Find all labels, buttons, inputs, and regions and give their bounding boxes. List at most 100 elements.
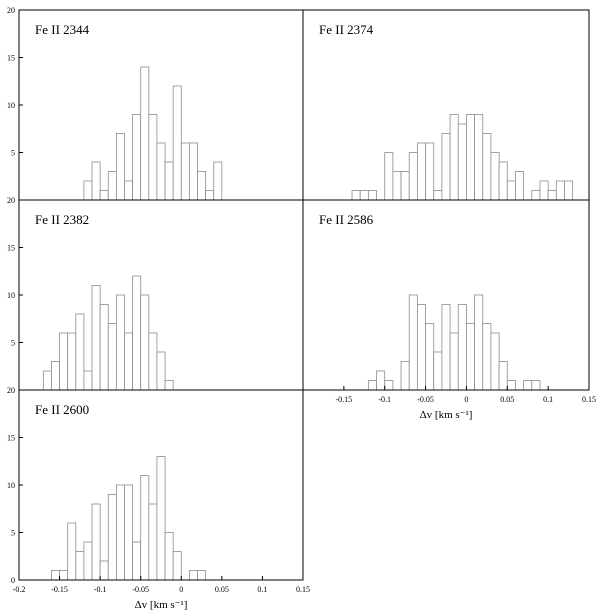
bar xyxy=(124,180,134,201)
bar xyxy=(115,484,125,581)
y-tick-label: 10 xyxy=(7,481,15,490)
x-tick-label: -0.2 xyxy=(13,585,26,594)
bar xyxy=(83,370,93,391)
x-tick-label: 0.15 xyxy=(296,585,310,594)
bar xyxy=(132,114,142,201)
bar xyxy=(75,313,85,391)
bar xyxy=(107,171,117,201)
bar xyxy=(83,180,93,201)
panel-title: Fe II 2586 xyxy=(319,212,374,227)
bar xyxy=(482,133,492,201)
bar xyxy=(482,323,492,391)
bar xyxy=(449,332,459,391)
bar xyxy=(197,171,207,201)
x-tick-label: 0.15 xyxy=(582,395,596,404)
x-tick-label: -0.15 xyxy=(336,395,353,404)
bar xyxy=(441,133,451,201)
bar xyxy=(51,570,60,581)
panel-frame xyxy=(302,199,590,391)
bar xyxy=(433,351,443,391)
bar xyxy=(400,171,410,201)
bar xyxy=(67,332,77,391)
bar xyxy=(376,370,386,391)
bar xyxy=(408,152,418,201)
bar xyxy=(91,285,101,391)
y-tick-label: 5 xyxy=(11,339,15,348)
x-tick-label: 0 xyxy=(179,585,183,594)
bar xyxy=(367,190,377,201)
bar xyxy=(115,133,125,201)
bar xyxy=(384,380,394,391)
bar xyxy=(441,304,451,391)
bar xyxy=(490,152,500,201)
bar xyxy=(42,370,52,391)
bar xyxy=(164,380,174,391)
bar xyxy=(416,142,426,201)
bar xyxy=(107,494,117,581)
panel-title: Fe II 2344 xyxy=(35,22,90,37)
bar xyxy=(188,142,198,201)
bar xyxy=(466,114,475,201)
y-tick-label: 15 xyxy=(7,54,15,63)
bar xyxy=(457,123,467,201)
bar xyxy=(197,570,207,581)
bar xyxy=(91,161,101,201)
bar xyxy=(115,294,125,391)
bar xyxy=(140,66,150,201)
bar xyxy=(457,304,467,391)
bar xyxy=(59,332,69,391)
bar xyxy=(367,380,377,391)
bar xyxy=(67,522,77,581)
bar xyxy=(107,323,117,391)
bar xyxy=(392,171,402,201)
bar xyxy=(148,114,158,201)
bar xyxy=(531,380,541,391)
bar xyxy=(140,475,150,581)
bar xyxy=(132,541,142,581)
bar xyxy=(140,294,150,391)
bar xyxy=(564,180,574,201)
bar xyxy=(132,275,142,391)
x-tick-label: -0.05 xyxy=(132,585,149,594)
bar xyxy=(180,142,190,201)
y-tick-label: 15 xyxy=(7,434,15,443)
bar xyxy=(75,551,85,581)
bar xyxy=(384,152,394,201)
bar xyxy=(515,171,525,201)
panel-title: Fe II 2374 xyxy=(319,22,374,37)
y-tick-label: 5 xyxy=(11,529,15,538)
x-tick-label: -0.1 xyxy=(94,585,107,594)
y-tick-label: 20 xyxy=(7,386,15,395)
bar xyxy=(213,161,223,201)
bar xyxy=(425,323,435,391)
bar xyxy=(172,85,182,201)
bar xyxy=(124,484,134,581)
y-tick-label: 20 xyxy=(7,196,15,205)
bar xyxy=(506,380,516,391)
bar xyxy=(351,190,361,201)
x-tick-label: -0.15 xyxy=(51,585,68,594)
bar xyxy=(156,142,166,201)
y-tick-label: 15 xyxy=(7,244,15,253)
bar xyxy=(59,570,69,581)
bar xyxy=(490,332,500,391)
bar xyxy=(506,180,516,201)
x-tick-label: -0.05 xyxy=(417,395,434,404)
bar xyxy=(205,190,215,201)
x-tick-label: 0.1 xyxy=(543,395,553,404)
x-tick-label: 0.1 xyxy=(257,585,267,594)
bar xyxy=(99,304,109,391)
bar xyxy=(400,361,410,391)
bar xyxy=(433,190,443,201)
y-tick-label: 10 xyxy=(7,101,15,110)
bar xyxy=(99,560,109,581)
bar xyxy=(498,361,508,391)
bar xyxy=(83,541,93,581)
bar xyxy=(124,332,134,391)
bar xyxy=(188,570,198,581)
bar xyxy=(408,294,418,391)
bar xyxy=(498,161,508,201)
x-axis-label: Δv [km s⁻¹] xyxy=(135,599,188,611)
bar xyxy=(466,323,475,391)
